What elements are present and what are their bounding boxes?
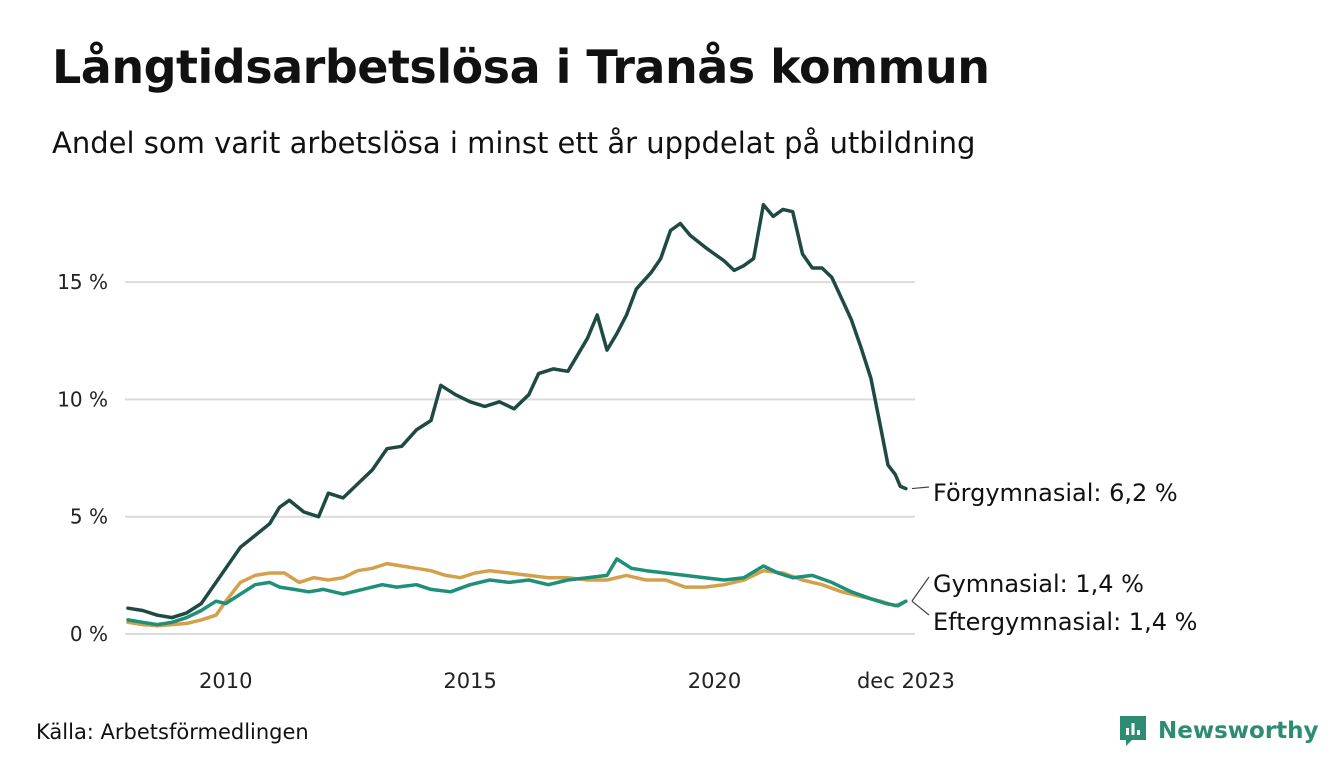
source-note: Källa: Arbetsförmedlingen	[36, 720, 309, 744]
series-end-labels: Förgymnasial: 6,2 % Gymnasial: 1,4 % Efter…	[933, 479, 1197, 636]
y-axis-tick-labels: 0 % 5 % 10 % 15 %	[57, 270, 108, 646]
series-lines	[126, 202, 908, 628]
leader-line-gymnasial	[911, 576, 930, 602]
brand-name: Newsworthy	[1158, 718, 1319, 744]
label-leaders	[911, 486, 930, 616]
leader-line-förgymnasial	[911, 486, 930, 490]
series-label-eftergymnasial: Eftergymnasial: 1,4 %	[933, 608, 1197, 636]
series-line-eftergymnasial	[126, 561, 908, 628]
y-tick-label: 10 %	[57, 387, 108, 411]
x-tick-label: 2015	[443, 669, 496, 693]
y-tick-label: 15 %	[57, 270, 108, 294]
series-line-gymnasial	[126, 557, 908, 627]
x-tick-label: 2010	[199, 669, 252, 693]
leader-line-eftergymnasial	[911, 600, 930, 616]
x-axis-tick-labels: 2010 2015 2020 dec 2023	[199, 669, 955, 693]
chart-title: Långtidsarbetslösa i Tranås kommun	[52, 40, 990, 94]
chart-subtitle: Andel som varit arbetslösa i minst ett å…	[52, 126, 976, 160]
y-tick-label: 0 %	[70, 622, 108, 646]
brand-logo: Newsworthy	[1118, 714, 1319, 748]
newsworthy-icon	[1120, 716, 1146, 746]
series-line-förgymnasial	[126, 202, 908, 620]
series-label-gymnasial: Gymnasial: 1,4 %	[933, 570, 1144, 598]
line-chart: 0 % 5 % 10 % 15 % 2010 2015 2020 dec 2023 Förg…	[57, 202, 1197, 693]
y-tick-label: 5 %	[70, 505, 108, 529]
gridlines	[125, 281, 915, 635]
x-tick-label: 2020	[688, 669, 741, 693]
series-label-förgymnasial: Förgymnasial: 6,2 %	[933, 479, 1178, 507]
x-tick-label: dec 2023	[857, 669, 955, 693]
